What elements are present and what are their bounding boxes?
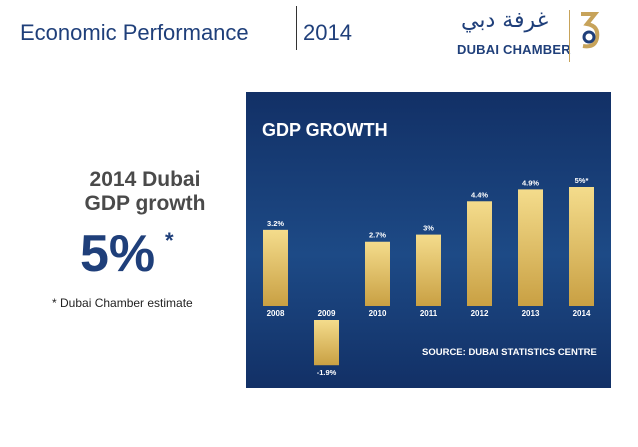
- bar-2012: [467, 201, 492, 306]
- bar-2014: [569, 187, 594, 306]
- x-tick-label-2014: 2014: [573, 309, 591, 318]
- summary-title-line2: GDP growth: [84, 192, 206, 215]
- data-label-2011: 3%: [423, 224, 434, 233]
- bar-2008: [263, 229, 288, 306]
- x-tick-label-2013: 2013: [522, 309, 540, 318]
- x-tick-label-2012: 2012: [471, 309, 489, 318]
- summary-block: 2014 Dubai GDP growth 5% * * Dubai Chamb…: [50, 168, 240, 310]
- logo-arabic-text: غرفة دبي: [461, 8, 549, 33]
- x-tick-label-2009: 2009: [318, 309, 336, 318]
- chart-source: SOURCE: DUBAI STATISTICS CENTRE: [422, 347, 597, 358]
- header-divider: [296, 6, 297, 50]
- x-tick-label-2010: 2010: [369, 309, 387, 318]
- data-label-2009: -1.9%: [317, 368, 337, 377]
- bar-2010: [365, 241, 390, 306]
- chart-plot: 2008 3.2% 2009 -1.9% 2010 2.7% 2011 3% 2012 4.4% 2…: [263, 176, 594, 377]
- summary-value: 5%: [80, 225, 156, 283]
- bar-2009: [314, 320, 339, 366]
- bar-2011: [416, 234, 441, 306]
- chart-title: GDP GROWTH: [262, 120, 388, 140]
- data-label-2014: 5%*: [575, 176, 589, 185]
- header-year: 2014: [303, 20, 352, 45]
- data-label-2013: 4.9%: [522, 178, 539, 187]
- header-title: Economic Performance: [20, 20, 249, 45]
- data-label-2008: 3.2%: [267, 219, 284, 228]
- chart-panel: GDP GROWTH 2008 3.2% 2009 -1.9% 2010 2.7% 2011…: [246, 92, 611, 388]
- logo-english-text: DUBAI CHAMBER: [457, 42, 571, 57]
- summary-note: * Dubai Chamber estimate: [52, 296, 193, 310]
- logo-separator: [569, 10, 570, 62]
- summary-title-line1: 2014 Dubai: [89, 168, 201, 191]
- x-tick-label-2011: 2011: [420, 309, 438, 318]
- bar-2013: [518, 189, 543, 306]
- x-tick-label-2008: 2008: [267, 309, 285, 318]
- logo-mark-icon: [581, 12, 600, 49]
- data-label-2010: 2.7%: [369, 231, 386, 240]
- data-label-2012: 4.4%: [471, 190, 488, 199]
- dubai-chamber-logo: غرفة دبي DUBAI CHAMBER: [453, 6, 633, 68]
- summary-asterisk: *: [165, 228, 174, 253]
